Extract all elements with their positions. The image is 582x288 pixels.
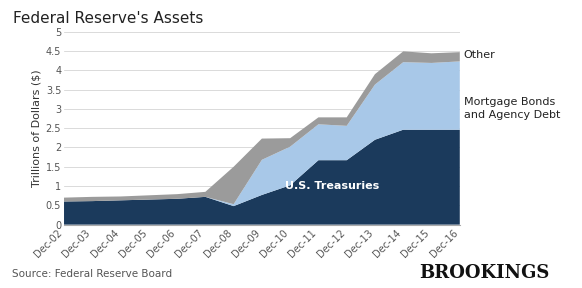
Y-axis label: Trillions of Dollars ($): Trillions of Dollars ($): [31, 69, 41, 187]
Text: BROOKINGS: BROOKINGS: [419, 264, 549, 282]
Text: U.S. Treasuries: U.S. Treasuries: [285, 181, 379, 191]
Text: Federal Reserve's Assets: Federal Reserve's Assets: [13, 11, 203, 26]
Text: Mortgage Bonds
and Agency Debt: Mortgage Bonds and Agency Debt: [464, 97, 560, 120]
Text: Source: Federal Reserve Board: Source: Federal Reserve Board: [12, 269, 172, 279]
Text: Other: Other: [464, 50, 495, 60]
